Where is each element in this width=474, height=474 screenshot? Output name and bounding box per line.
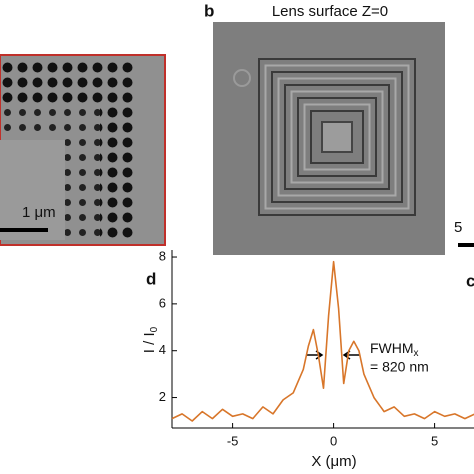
scale-label: 1 μm xyxy=(22,204,56,221)
x-axis-title: X (μm) xyxy=(311,453,356,470)
dot-array xyxy=(0,105,100,135)
panel-label: b xyxy=(204,1,214,20)
arrow xyxy=(306,350,324,360)
ring xyxy=(284,84,390,190)
ring xyxy=(271,71,403,203)
arrow xyxy=(342,350,360,360)
annotation-value: = 820 nm xyxy=(370,359,429,375)
ring xyxy=(277,77,397,197)
y-tick-label: 8 xyxy=(159,248,166,263)
ring xyxy=(310,110,364,164)
ring xyxy=(290,90,384,184)
annotation-sub: x xyxy=(414,348,419,359)
y-tick-label: 2 xyxy=(159,389,166,404)
data-line xyxy=(171,260,474,422)
artifact xyxy=(233,69,251,87)
y-axis-title-sub: 0 xyxy=(149,326,160,332)
scale-bar xyxy=(0,228,48,232)
x-tick-label: -5 xyxy=(227,433,239,448)
y-tick-label: 4 xyxy=(159,342,166,357)
x-tick-label: 5 xyxy=(431,433,438,448)
lens-center xyxy=(321,121,353,153)
dot-array xyxy=(100,100,135,240)
annotation-main: FWHM xyxy=(370,340,414,356)
panel-a: 1 μm xyxy=(0,54,166,246)
panel-title: Lens surface Z=0 xyxy=(272,3,388,20)
y-axis-title: I / I0 xyxy=(141,326,160,353)
ring xyxy=(297,97,377,177)
panel-b: b Lens surface Z=0 5 xyxy=(204,1,474,255)
lens-rings xyxy=(258,58,416,216)
scale-label: 5 xyxy=(454,219,462,236)
x-tick-label: 0 xyxy=(330,433,337,448)
y-tick-label: 6 xyxy=(159,295,166,310)
ring xyxy=(303,103,371,171)
ring xyxy=(258,58,416,216)
dot-array xyxy=(65,135,100,240)
annotation: FWHMx xyxy=(370,340,419,359)
y-axis-title-main: I / I xyxy=(141,332,158,353)
panel-label: d xyxy=(146,269,156,288)
flat-region xyxy=(0,140,65,240)
ring xyxy=(264,64,410,210)
panel-label: c xyxy=(466,271,474,290)
dot-array xyxy=(0,60,135,105)
scale-bar xyxy=(458,243,474,247)
